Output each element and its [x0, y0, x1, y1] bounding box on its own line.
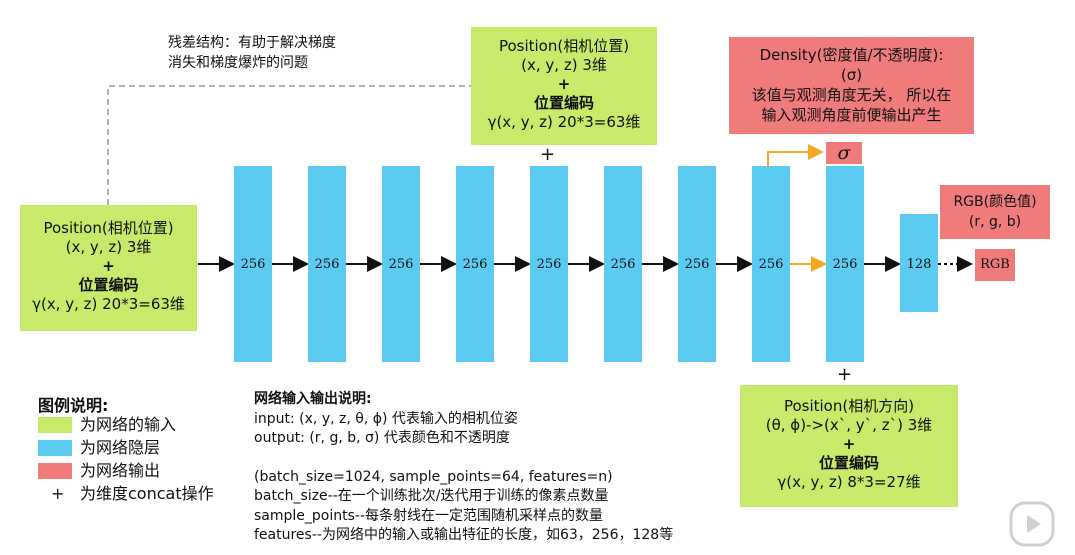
- legend-label-output: 为网络输出: [80, 461, 161, 480]
- legend-label-concat: 为维度concat操作: [80, 484, 214, 503]
- hidden-layer-3: [382, 166, 420, 362]
- sigma-output-label: σ: [837, 142, 851, 164]
- hidden-layer-4: [456, 166, 494, 362]
- hidden-layer-6: [604, 166, 642, 362]
- hidden-layer-7: [678, 166, 716, 362]
- io-note-sample: sample_points--每条射线在一定范围随机采样点的数量: [254, 507, 604, 524]
- legend-swatch-input: [38, 417, 72, 433]
- direction-box-title: Position(相机方向): [783, 397, 915, 415]
- rgb-output: RGB: [975, 249, 1015, 281]
- input-box-dims: (x, y, z) 3维: [65, 238, 152, 256]
- hidden-layer-9: [826, 166, 864, 362]
- direction-position-box: Position(相机方向) (θ, ϕ)->(x`, y`, z`) 3维 +…: [740, 385, 958, 507]
- input-box-encoding-dims: γ(x, y, z) 20*3=63维: [32, 295, 185, 313]
- sigma-output: σ: [826, 142, 862, 164]
- top-position-box: Position(相机位置) (x, y, z) 3维 + 位置编码 γ(x, …: [471, 27, 657, 145]
- io-note-title: 网络输入输出说明:: [254, 391, 372, 407]
- legend-swatch-output: [38, 463, 72, 479]
- legend-plus-symbol: +: [51, 484, 65, 503]
- density-box-note-2: 输入观测角度前便输出产生: [761, 106, 942, 124]
- direction-box-encoding-label: 位置编码: [818, 454, 879, 472]
- legend-label-hidden: 为网络隐层: [80, 438, 161, 457]
- input-position-box: Position(相机位置) (x, y, z) 3维 + 位置编码 γ(x, …: [20, 205, 197, 331]
- direction-box-dims: (θ, ϕ)->(x`, y`, z`) 3维: [765, 416, 933, 434]
- hidden-layer-6-label: 256: [610, 257, 636, 272]
- concat-plus-bottom: +: [837, 364, 853, 385]
- density-box: Density(密度值/不透明度): (σ) 该值与观测角度无关， 所以在 输入…: [729, 37, 974, 134]
- input-box-plus: +: [102, 257, 115, 275]
- hidden-layer-4-label: 256: [462, 257, 488, 272]
- io-note-params: (batch_size=1024, sample_points=64, feat…: [254, 468, 613, 485]
- hidden-layer-2-label: 256: [314, 257, 340, 272]
- top-box-title: Position(相机位置): [498, 37, 630, 55]
- hidden-layer-3-label: 256: [388, 257, 414, 272]
- input-box-encoding-label: 位置编码: [78, 276, 139, 294]
- density-box-title: Density(密度值/不透明度):: [759, 46, 944, 64]
- io-note-batch: batch_size--在一个训练批次/迭代用于训练的像素点数量: [254, 488, 609, 504]
- hidden-layer-10-label: 128: [906, 257, 932, 272]
- hidden-layer-8-label: 256: [758, 257, 784, 272]
- hidden-layer-7-label: 256: [684, 257, 710, 272]
- direction-box-plus: +: [842, 435, 856, 453]
- rgb-box-channels: (r, g, b): [968, 214, 1022, 230]
- legend-label-input: 为网络的输入: [80, 415, 177, 434]
- top-box-plus: +: [557, 75, 571, 93]
- hidden-layer-1: [234, 166, 272, 362]
- io-note-spacer: [254, 449, 734, 468]
- top-box-encoding-label: 位置编码: [533, 94, 594, 112]
- arrow-l8-sigma: [767, 144, 824, 166]
- hidden-layer-9-label: 256: [832, 257, 858, 272]
- top-box-encoding-dims: γ(x, y, z) 20*3=63维: [487, 113, 641, 131]
- hidden-layer-2: [308, 166, 346, 362]
- play-watermark-icon: [1008, 500, 1056, 548]
- top-box-dims: (x, y, z) 3维: [521, 56, 607, 74]
- rgb-description-box: RGB(颜色值) (r, g, b): [940, 185, 1050, 239]
- io-note-input: input: (x, y, z, θ, ϕ) 代表输入的相机位姿: [254, 410, 518, 427]
- rgb-box-title: RGB(颜色值): [953, 194, 1037, 210]
- input-box-title: Position(相机位置): [43, 219, 174, 237]
- io-note: 网络输入输出说明: input: (x, y, z, θ, ϕ) 代表输入的相机…: [254, 390, 734, 546]
- legend-title: 图例说明:: [38, 396, 109, 415]
- hidden-layer-5: [530, 166, 568, 362]
- residual-note: 残差结构：有助于解决梯度 消失和梯度爆炸的问题: [168, 33, 398, 73]
- io-note-output: output: (r, g, b, σ) 代表颜色和不透明度: [254, 430, 510, 446]
- hidden-layer-5-label: 256: [536, 257, 562, 272]
- legend-swatch-hidden: [38, 440, 72, 456]
- residual-note-line-2: 消失和梯度爆炸的问题: [168, 55, 308, 71]
- density-box-symbol: (σ): [840, 66, 863, 84]
- hidden-layer-8: [752, 166, 790, 362]
- hidden-layer-10: [900, 214, 938, 312]
- density-box-note-1: 该值与观测角度无关， 所以在: [751, 86, 952, 104]
- rgb-output-label: RGB: [980, 257, 1010, 272]
- io-note-features: features--为网络中的输入或输出特征的长度，如63，256，128等: [254, 527, 674, 543]
- concat-plus-top: +: [540, 144, 556, 165]
- residual-note-line-1: 残差结构：有助于解决梯度: [168, 35, 336, 51]
- direction-box-encoding-dims: γ(x, y, z) 8*3=27维: [777, 473, 921, 491]
- hidden-layer-1-label: 256: [240, 257, 266, 272]
